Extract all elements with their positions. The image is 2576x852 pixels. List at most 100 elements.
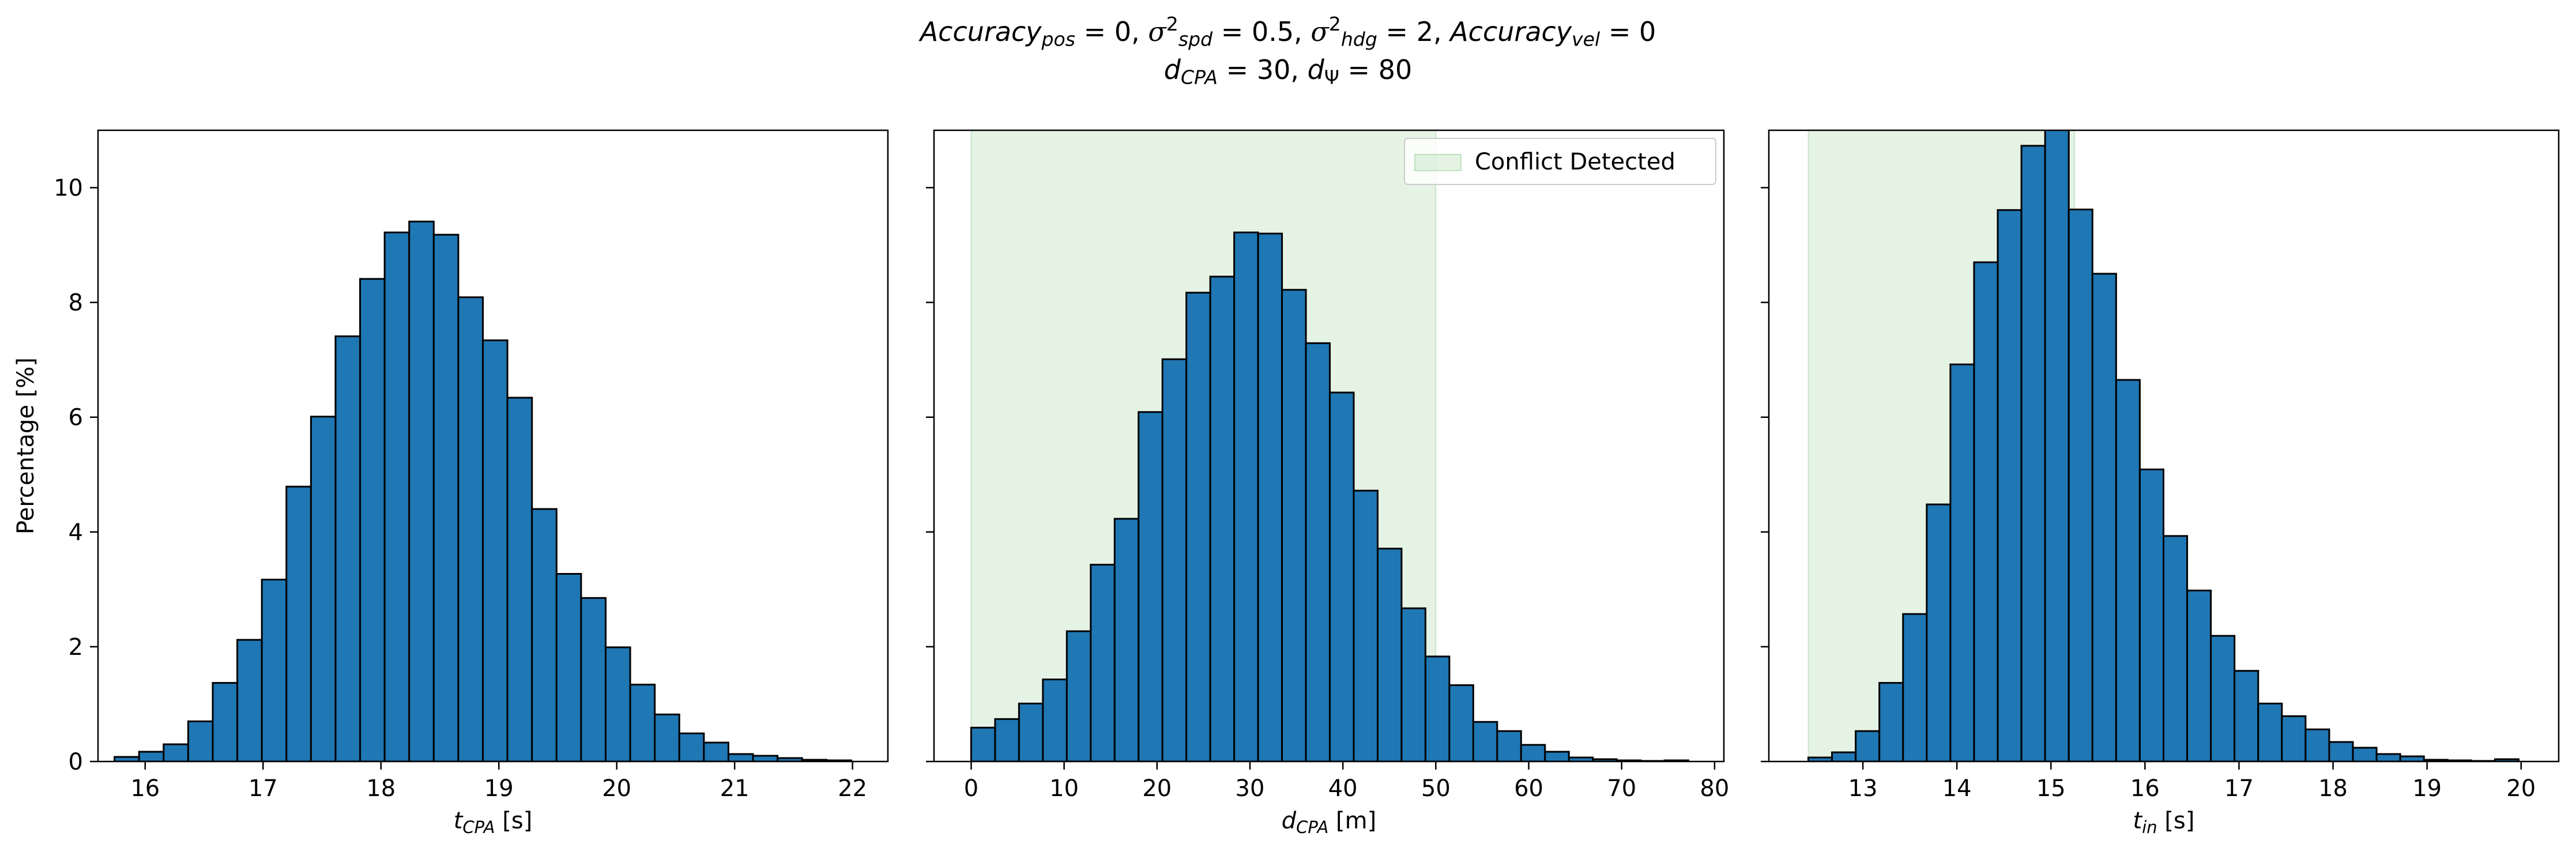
- histogram-panel-tcpa: 16 17 18 19 20 21 22 0 2 4 6 8 10 tCPA [s] Percentage …: [13, 129, 889, 837]
- legend-swatch: [1414, 154, 1462, 171]
- histogram-bar: [1376, 548, 1403, 761]
- axes-frame: [933, 129, 1725, 763]
- x-tick-label: 15: [2036, 775, 2066, 802]
- histogram-bar: [1161, 358, 1188, 761]
- histogram-bar: [2257, 702, 2283, 761]
- histogram-bar: [678, 732, 705, 761]
- histogram-bar: [1997, 209, 2023, 761]
- histogram-bar: [432, 233, 460, 761]
- histogram-bar: [1902, 613, 1928, 761]
- histogram-bar: [310, 416, 337, 761]
- axes-frame: [97, 129, 889, 763]
- histogram-bar: [580, 597, 607, 761]
- x-tick-label: 30: [1236, 775, 1265, 802]
- title-line-2: dCPA = 30, dΨ = 80: [1163, 54, 1413, 89]
- histogram-bar: [629, 684, 656, 761]
- histogram-bar: [1305, 342, 1331, 761]
- x-tick-label: 18: [2318, 775, 2348, 802]
- histogram-bar: [654, 713, 680, 761]
- x-tick-label: 70: [1607, 775, 1636, 802]
- histogram-bar: [1448, 684, 1474, 761]
- x-tick-label: 19: [2412, 775, 2442, 802]
- histogram-bar: [1424, 655, 1451, 761]
- legend-label: Conflict Detected: [1475, 149, 1675, 175]
- histogram-bar: [2328, 741, 2354, 761]
- histogram-bar: [1520, 744, 1546, 761]
- legend: Conflict Detected: [1404, 138, 1716, 185]
- histogram-bar: [2304, 728, 2330, 761]
- legend-box: [1404, 138, 1716, 185]
- histogram-bar: [1973, 261, 1999, 761]
- histogram-bar: [994, 718, 1020, 761]
- histogram-bar: [1831, 751, 1857, 761]
- histogram-bar: [2067, 208, 2093, 761]
- histogram-bar: [752, 755, 779, 761]
- histogram-bar: [1926, 503, 1952, 761]
- histogram-bar: [531, 508, 558, 761]
- histogram-bar: [2044, 130, 2070, 761]
- histogram-bar: [1878, 682, 1904, 761]
- histogram-bar: [727, 753, 754, 761]
- x-tick-label: 10: [1049, 775, 1079, 802]
- x-tick-label: 20: [2506, 775, 2536, 802]
- x-axis-label: tin [s]: [2133, 808, 2195, 837]
- histogram-bar: [457, 296, 484, 761]
- histogram-bar: [1185, 292, 1211, 761]
- x-tick-label: 21: [720, 775, 750, 802]
- title-line-1: Accuracypos = 0, σ2spd = 0.5, σ2hdg = 2,…: [920, 12, 1656, 51]
- histogram-bar: [1065, 630, 1092, 761]
- histogram-bar: [2399, 755, 2425, 761]
- x-tick-label: 16: [2130, 775, 2160, 802]
- x-tick-label: 16: [130, 775, 160, 802]
- x-tick-label: 22: [838, 775, 867, 802]
- histogram-bar: [2163, 535, 2189, 761]
- y-tick-label: 2: [69, 634, 83, 661]
- histogram-bar: [1496, 730, 1522, 761]
- x-tick-label: 50: [1421, 775, 1451, 802]
- histogram-bar: [187, 720, 214, 761]
- histogram-bar: [285, 485, 312, 761]
- histogram-bar: [1113, 518, 1140, 761]
- histogram-bar: [604, 646, 631, 761]
- histogram-bar: [1472, 721, 1498, 761]
- y-tick-label: 8: [69, 290, 83, 316]
- histogram-bar: [138, 751, 165, 761]
- x-tick-label: 60: [1514, 775, 1543, 802]
- histogram-bar: [236, 639, 263, 761]
- x-tick-label: 20: [602, 775, 631, 802]
- x-tick-label: 20: [1142, 775, 1172, 802]
- histogram-bar: [1257, 232, 1283, 761]
- histogram-bar: [2115, 379, 2141, 761]
- figure-title: Accuracypos = 0, σ2spd = 0.5, σ2hdg = 2,…: [0, 13, 2576, 89]
- histogram-bar: [408, 220, 435, 761]
- histogram-bar: [1209, 276, 1236, 761]
- histogram-bar: [555, 572, 582, 761]
- histogram-bar: [1353, 489, 1379, 761]
- histogram-bar: [1855, 730, 1881, 761]
- x-tick-label: 14: [1942, 775, 1972, 802]
- y-axis-label: Percentage [%]: [13, 357, 39, 534]
- histogram-bar: [1018, 702, 1044, 761]
- histogram-bar: [261, 578, 288, 761]
- histogram-bar: [506, 397, 533, 761]
- histogram-bar: [2352, 747, 2378, 761]
- axes-frame: [1768, 129, 2560, 763]
- x-tick-label: 0: [964, 775, 978, 802]
- x-tick-label: 13: [1848, 775, 1878, 802]
- x-tick-label: 19: [484, 775, 514, 802]
- histogram-bar: [1042, 678, 1068, 761]
- histogram-bar: [212, 682, 239, 761]
- histogram-bar: [334, 335, 361, 761]
- y-tick-label: 10: [54, 175, 83, 202]
- x-tick-label: 17: [248, 775, 278, 802]
- histogram-bar: [1544, 751, 1570, 761]
- y-tick-label: 4: [69, 519, 83, 546]
- histogram-bar: [2091, 273, 2117, 761]
- histogram-bar: [2494, 758, 2520, 761]
- histogram-bar: [2186, 589, 2212, 761]
- histogram-bar: [383, 231, 410, 761]
- histogram-bar: [1329, 391, 1355, 761]
- histogram-bar: [1400, 607, 1426, 761]
- histogram-bar: [359, 278, 386, 761]
